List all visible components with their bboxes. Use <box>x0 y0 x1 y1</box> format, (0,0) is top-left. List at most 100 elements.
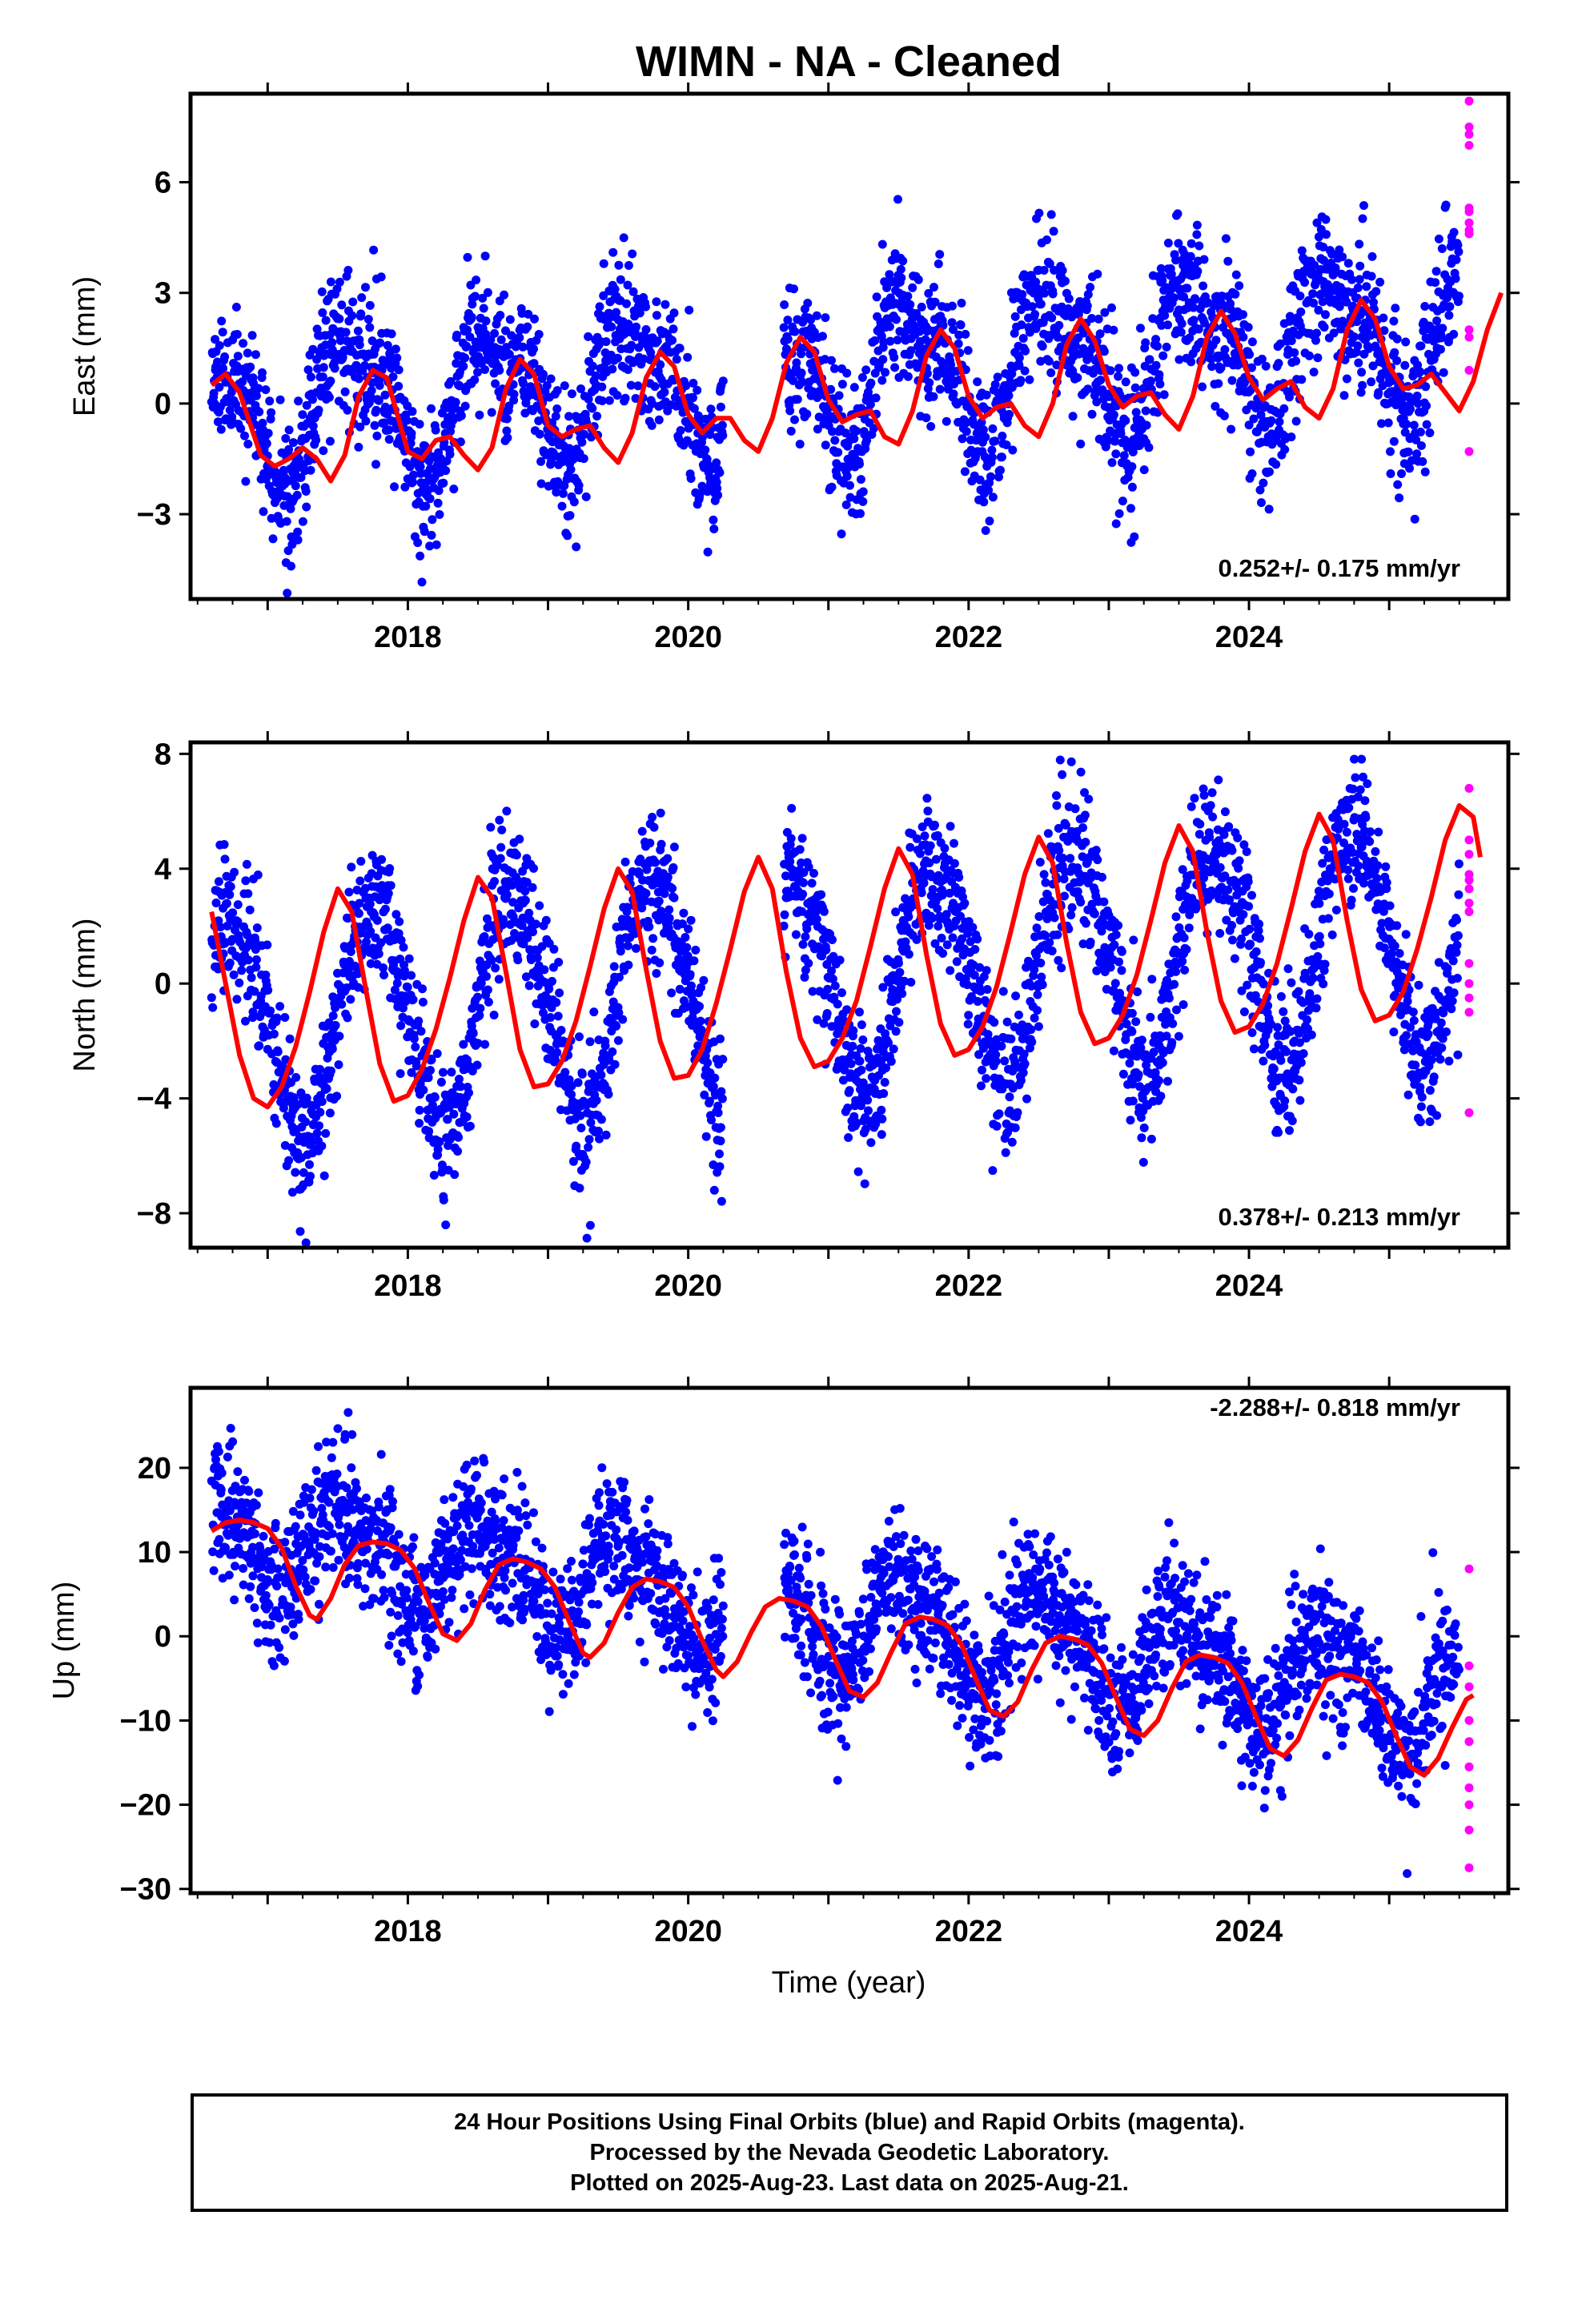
data-point <box>1405 464 1414 473</box>
data-point <box>1060 891 1069 901</box>
data-point <box>492 860 502 870</box>
data-point <box>853 1167 863 1176</box>
data-point <box>886 1056 896 1066</box>
data-point <box>303 365 313 375</box>
data-point <box>1099 897 1109 907</box>
data-point <box>639 354 648 364</box>
data-point <box>856 509 865 518</box>
data-point <box>509 389 519 399</box>
data-point <box>219 840 229 849</box>
data-point <box>534 330 544 339</box>
data-point <box>817 890 826 899</box>
data-point <box>463 252 472 262</box>
data-point <box>954 339 963 348</box>
data-point <box>608 364 617 374</box>
data-point <box>1034 208 1044 218</box>
data-point <box>287 1188 297 1197</box>
data-point <box>1367 377 1376 387</box>
data-point <box>1070 341 1080 351</box>
data-point <box>576 1124 586 1132</box>
data-point <box>661 300 670 309</box>
data-point <box>384 435 394 444</box>
data-point <box>1431 278 1440 287</box>
data-point <box>502 426 512 436</box>
data-point <box>1122 1019 1131 1029</box>
data-point <box>885 270 894 279</box>
data-point <box>877 239 887 249</box>
data-point <box>860 1179 869 1188</box>
data-point <box>513 955 523 965</box>
data-point <box>539 1008 548 1018</box>
data-point <box>1214 775 1223 785</box>
data-point <box>1296 308 1306 316</box>
data-point <box>812 915 821 924</box>
data-point <box>446 376 456 386</box>
data-point <box>1411 435 1421 444</box>
data-point <box>829 364 839 373</box>
data-point <box>391 344 400 354</box>
data-point <box>982 390 991 400</box>
data-point <box>896 264 905 274</box>
data-point <box>893 959 903 968</box>
data-point <box>1127 482 1137 492</box>
data-point <box>1379 313 1388 323</box>
data-point <box>1076 439 1086 448</box>
data-point <box>998 987 1008 996</box>
data-point <box>632 322 640 332</box>
data-point <box>623 941 632 951</box>
data-point <box>241 1016 250 1026</box>
data-point <box>903 372 913 381</box>
data-point <box>930 820 939 830</box>
data-point <box>1142 420 1151 430</box>
data-point <box>1030 310 1040 319</box>
data-point <box>649 822 659 832</box>
data-point <box>984 485 994 495</box>
data-point <box>608 247 618 257</box>
data-point <box>384 425 394 435</box>
data-point <box>979 497 989 507</box>
data-point <box>354 909 363 919</box>
data-point <box>255 407 264 416</box>
data-point <box>439 478 448 488</box>
data-point <box>926 422 936 431</box>
data-point <box>1039 266 1049 275</box>
data-point <box>819 935 828 944</box>
data-point <box>1027 302 1037 312</box>
data-point <box>576 384 585 393</box>
data-point <box>1434 234 1443 243</box>
data-point <box>592 1096 601 1105</box>
data-point <box>584 1135 594 1144</box>
data-point <box>1227 424 1236 434</box>
data-point <box>599 291 608 300</box>
data-point <box>1090 909 1099 919</box>
data-point <box>549 944 559 954</box>
data-point <box>591 371 600 380</box>
data-point <box>355 340 364 350</box>
data-point <box>475 1011 484 1020</box>
data-point <box>508 898 518 907</box>
data-point <box>1127 1008 1137 1018</box>
data-point <box>993 372 1002 382</box>
data-point <box>515 333 524 343</box>
data-point <box>518 342 528 352</box>
data-point <box>584 332 593 341</box>
data-point <box>462 1112 472 1122</box>
data-point <box>1067 903 1077 912</box>
data-point <box>226 882 235 891</box>
data-point <box>1291 356 1301 366</box>
data-point <box>1081 838 1090 847</box>
data-point <box>901 326 910 336</box>
data-point <box>915 327 925 336</box>
data-point <box>553 1011 563 1021</box>
data-point <box>1451 274 1460 283</box>
data-point <box>1178 1000 1188 1009</box>
data-point <box>546 1013 556 1022</box>
data-point <box>707 1116 716 1124</box>
data-point <box>293 535 303 545</box>
data-point <box>454 1132 463 1142</box>
data-point <box>327 1044 337 1054</box>
data-point <box>1353 283 1363 292</box>
data-point <box>1036 300 1046 309</box>
data-point <box>1136 324 1145 333</box>
